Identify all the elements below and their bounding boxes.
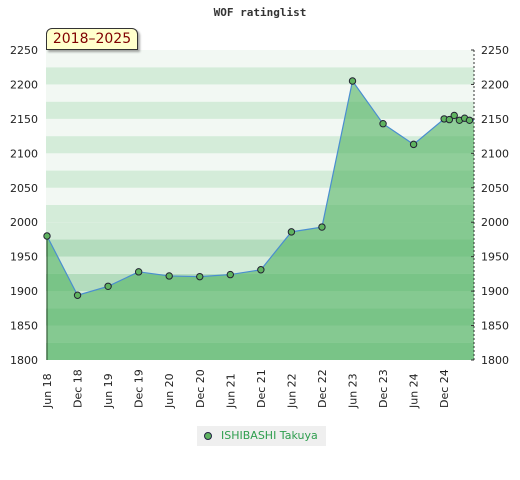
background-band [46,50,474,68]
background-band [46,118,474,137]
x-tick-label: Jun 18 [41,373,54,409]
x-tick-label: Jun 22 [285,373,298,409]
data-point [104,282,112,290]
y-tick-label-right: 2200 [481,78,509,91]
y-tick-label-left: 2150 [10,113,38,126]
y-tick-label-right: 2150 [481,113,509,126]
data-point [450,111,458,120]
y-tick-label-left: 1900 [10,285,38,298]
data-point [445,115,454,124]
rating-area [47,81,474,360]
y-tick-label-left: 1850 [10,320,38,333]
y-tick-label-right: 2100 [481,147,509,160]
chart-title: WOF ratinglist [213,6,307,19]
y-tick-label-left: 2250 [10,44,38,57]
x-tick-label: Jun 19 [102,373,115,409]
data-point [348,77,357,85]
x-tick-label: Dec 23 [377,369,390,408]
data-point [379,120,387,128]
y-tick-label-left: 2100 [10,147,38,160]
data-point [257,266,265,274]
y-tick-label-left: 1800 [10,354,38,367]
period-badge: 2018–2025 [46,28,138,50]
legend[interactable]: ISHIBASHI Takuya [197,426,326,446]
y-tick-label-left: 2050 [10,182,38,195]
x-tick-label: Dec 22 [316,369,329,408]
background-band [46,67,474,85]
y-tick-label-right: 2000 [481,216,509,229]
x-tick-label: Jun 23 [347,373,360,409]
x-tick-label: Dec 21 [255,369,268,408]
x-tick-label: Jun 20 [163,373,176,409]
data-point [287,228,296,236]
background-band [46,101,474,119]
x-tick-label: Dec 19 [133,369,146,408]
data-point [73,291,82,299]
y-tick-label-right: 2050 [481,182,509,195]
legend-marker-icon [204,432,212,440]
x-tick-label: Dec 20 [194,369,207,408]
y-tick-label-left: 2200 [10,78,38,91]
data-point [226,270,235,279]
data-point [318,223,326,231]
y-tick-label-right: 1850 [481,320,509,333]
y-tick-label-right: 1800 [481,354,509,367]
data-point [165,272,173,280]
data-point [465,116,474,124]
x-tick-label: Dec 24 [438,369,451,408]
data-point [409,140,418,149]
data-point [196,272,204,281]
data-point [43,232,51,240]
y-tick-label-right: 1900 [481,285,509,298]
background-band [46,84,474,102]
data-point [134,268,143,276]
y-tick-label-right: 1950 [481,251,509,264]
legend-label: ISHIBASHI Takuya [221,429,318,442]
x-tick-label: Jun 24 [408,373,421,409]
x-tick-label: Dec 18 [72,369,85,408]
y-tick-label-left: 1950 [10,251,38,264]
x-tick-label: Jun 21 [224,373,237,409]
y-tick-label-left: 2000 [10,216,38,229]
y-tick-label-right: 2250 [481,44,509,57]
